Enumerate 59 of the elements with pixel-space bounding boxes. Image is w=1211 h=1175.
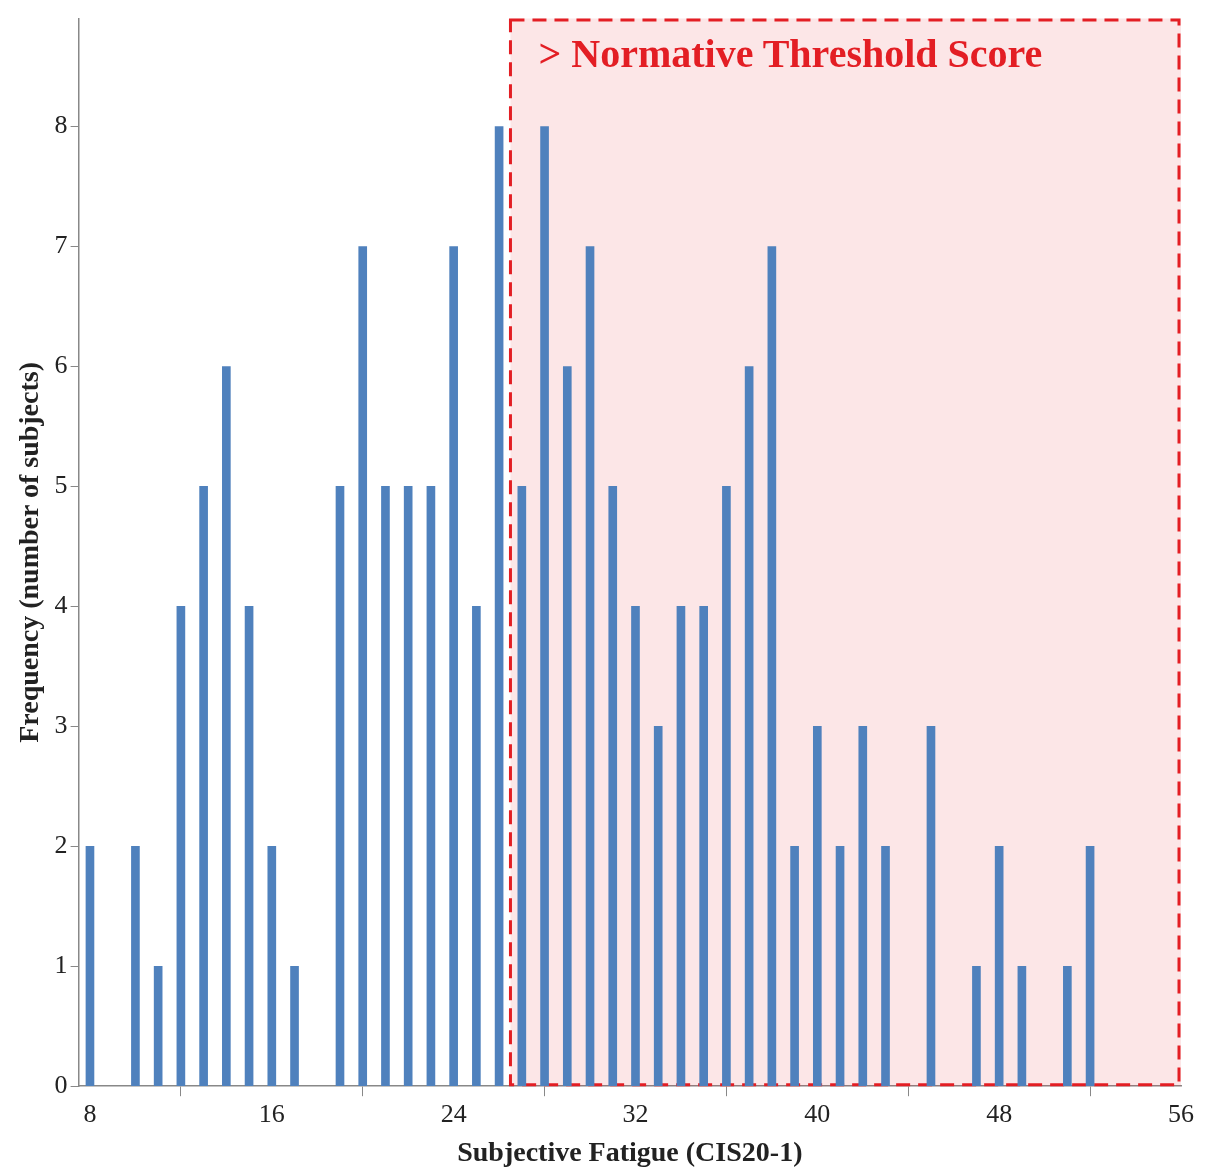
x-axis-title: Subjective Fatigue (CIS20-1) bbox=[457, 1136, 803, 1168]
bar bbox=[472, 606, 481, 1087]
x-tick-label: 24 bbox=[440, 1098, 467, 1128]
y-tick-label: 5 bbox=[54, 470, 68, 500]
y-tick-label: 4 bbox=[54, 590, 68, 620]
bar bbox=[699, 606, 708, 1087]
bar bbox=[199, 486, 208, 1087]
bar bbox=[812, 726, 822, 1087]
y-tick-label: 3 bbox=[54, 710, 68, 740]
bar bbox=[335, 486, 345, 1087]
bar bbox=[585, 246, 595, 1087]
bar bbox=[608, 486, 618, 1087]
bar bbox=[290, 965, 299, 1087]
bar bbox=[790, 845, 799, 1087]
bar bbox=[972, 965, 981, 1087]
y-tick-label: 2 bbox=[54, 830, 68, 860]
bar bbox=[767, 246, 777, 1087]
bar bbox=[540, 126, 549, 1087]
x-tick-label: 8 bbox=[83, 1098, 97, 1128]
bar bbox=[131, 845, 140, 1087]
y-axis-title: Frequency (number of subjects) bbox=[13, 361, 45, 743]
x-tick-label: 48 bbox=[986, 1098, 1013, 1128]
bar bbox=[153, 965, 163, 1087]
bar bbox=[403, 486, 413, 1087]
bar bbox=[926, 726, 936, 1087]
bar bbox=[835, 845, 845, 1087]
bar bbox=[881, 845, 890, 1087]
x-tick-label: 16 bbox=[258, 1098, 285, 1128]
bar bbox=[85, 845, 95, 1087]
x-tick-label: 40 bbox=[804, 1098, 831, 1128]
y-tick-label: 8 bbox=[54, 110, 68, 140]
bar bbox=[1017, 965, 1027, 1087]
bar bbox=[653, 726, 663, 1087]
bar bbox=[562, 366, 572, 1087]
y-tick-label: 7 bbox=[54, 230, 68, 260]
bar bbox=[1085, 845, 1095, 1087]
bar bbox=[267, 845, 277, 1087]
bar bbox=[744, 366, 754, 1087]
x-tick-label: 32 bbox=[622, 1098, 649, 1128]
bar bbox=[244, 606, 254, 1087]
bar bbox=[358, 246, 368, 1087]
bar bbox=[676, 606, 686, 1087]
bar bbox=[517, 486, 527, 1087]
y-tick-label: 0 bbox=[54, 1070, 68, 1100]
bar bbox=[449, 246, 458, 1087]
bar bbox=[994, 845, 1004, 1087]
bar bbox=[494, 126, 504, 1087]
bar bbox=[222, 366, 231, 1087]
bar bbox=[631, 606, 640, 1087]
band-label: > Normative Threshold Score bbox=[538, 30, 1043, 76]
bar bbox=[722, 486, 731, 1087]
bar bbox=[426, 486, 436, 1087]
bar bbox=[1063, 965, 1072, 1087]
bar bbox=[176, 606, 186, 1087]
y-tick-label: 1 bbox=[54, 950, 68, 980]
y-tick-label: 6 bbox=[54, 350, 68, 380]
bar bbox=[381, 486, 390, 1087]
bar bbox=[858, 726, 868, 1087]
x-tick-label: 56 bbox=[1168, 1098, 1194, 1128]
